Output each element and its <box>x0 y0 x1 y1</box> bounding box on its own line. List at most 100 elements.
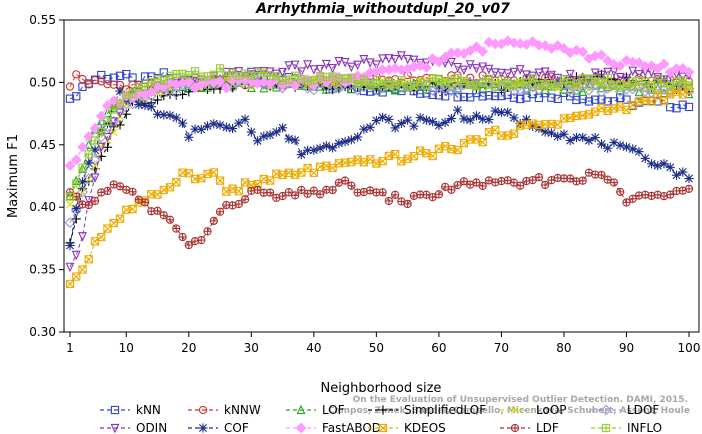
data-point <box>333 83 345 94</box>
data-point <box>347 73 356 82</box>
legend-label: SimplifiedLOF <box>404 403 486 417</box>
data-point <box>353 79 362 89</box>
data-point <box>634 147 644 157</box>
data-point <box>177 118 188 128</box>
data-point <box>508 85 520 97</box>
data-point <box>315 143 325 153</box>
data-point <box>441 77 450 86</box>
watermark-line-2: Campos, Zimek, Sander, Campello, Micenko… <box>328 406 690 416</box>
data-point <box>646 159 657 169</box>
data-point <box>428 151 437 161</box>
data-point <box>84 200 93 210</box>
data-point <box>434 120 444 131</box>
legend: kNN kNNW LOF SimplifiedLOF LoOP LDOF ODIN COF Fa… <box>100 403 662 434</box>
data-point <box>552 40 564 51</box>
legend-item-knn: kNN <box>100 403 161 417</box>
data-point <box>178 232 187 242</box>
data-point <box>539 40 551 52</box>
data-point <box>334 138 344 148</box>
data-point <box>109 117 119 127</box>
legend-label: KDEOS <box>404 421 446 434</box>
data-point <box>84 139 94 149</box>
data-point <box>378 54 388 64</box>
data-point <box>678 167 688 177</box>
data-point <box>290 60 300 71</box>
data-point <box>459 114 469 124</box>
data-point <box>622 198 631 207</box>
data-point <box>359 75 369 84</box>
data-point <box>297 185 306 195</box>
data-point <box>453 62 463 73</box>
data-point <box>240 195 250 204</box>
data-point <box>553 131 563 141</box>
data-point <box>659 159 669 169</box>
legend-label: LDOF <box>627 403 659 417</box>
data-point <box>421 58 431 68</box>
data-point <box>103 117 112 126</box>
data-point <box>390 190 400 199</box>
legend-item-inflo: INFLO <box>591 421 662 434</box>
data-point <box>72 179 81 188</box>
data-point <box>328 185 337 195</box>
data-point <box>446 85 457 96</box>
data-point <box>234 187 243 196</box>
data-point <box>234 199 243 209</box>
legend-marker <box>110 405 120 415</box>
legend-item-ldof: LDOF <box>591 403 659 417</box>
data-point <box>70 154 82 166</box>
data-point <box>491 91 500 101</box>
data-point <box>71 250 81 261</box>
data-point <box>78 74 87 84</box>
data-point <box>678 100 687 109</box>
data-point <box>603 73 612 83</box>
legend-marker <box>511 406 519 414</box>
data-point <box>409 55 419 66</box>
series-line <box>69 80 690 223</box>
data-point <box>678 76 687 85</box>
data-point <box>127 98 138 110</box>
data-point <box>78 163 87 172</box>
data-point <box>653 97 662 106</box>
data-point <box>215 176 225 185</box>
data-point <box>478 138 487 147</box>
data-point <box>259 131 269 141</box>
data-point <box>103 132 112 143</box>
data-point <box>541 180 550 190</box>
data-point <box>615 140 625 150</box>
data-point <box>516 94 525 104</box>
data-point <box>465 115 475 125</box>
data-point <box>102 100 113 112</box>
data-point <box>440 117 450 128</box>
data-point <box>409 121 419 131</box>
data-point <box>572 95 581 105</box>
data-point <box>490 68 500 78</box>
data-point <box>578 132 588 143</box>
data-point <box>390 54 400 65</box>
data-point <box>78 163 87 173</box>
data-point <box>627 56 639 68</box>
data-point <box>622 95 631 104</box>
series-kdeos <box>65 85 694 289</box>
data-point <box>290 191 300 200</box>
data-point <box>252 136 263 146</box>
data-point <box>621 55 632 66</box>
legend-label: COF <box>224 421 249 434</box>
data-point <box>439 83 451 95</box>
data-point <box>534 172 544 182</box>
data-point <box>453 145 462 155</box>
data-point <box>153 206 162 215</box>
data-point <box>684 173 694 184</box>
legend-item-odin: ODIN <box>100 421 167 434</box>
data-point <box>666 103 675 112</box>
data-point <box>234 71 243 81</box>
data-point <box>309 186 318 195</box>
data-point <box>378 112 388 122</box>
data-point <box>78 232 87 242</box>
data-point <box>602 55 614 67</box>
data-point <box>427 53 439 65</box>
data-point <box>84 176 94 186</box>
data-point <box>596 139 607 149</box>
data-point <box>346 83 356 94</box>
series-ldf <box>65 168 694 250</box>
data-point <box>677 63 689 74</box>
